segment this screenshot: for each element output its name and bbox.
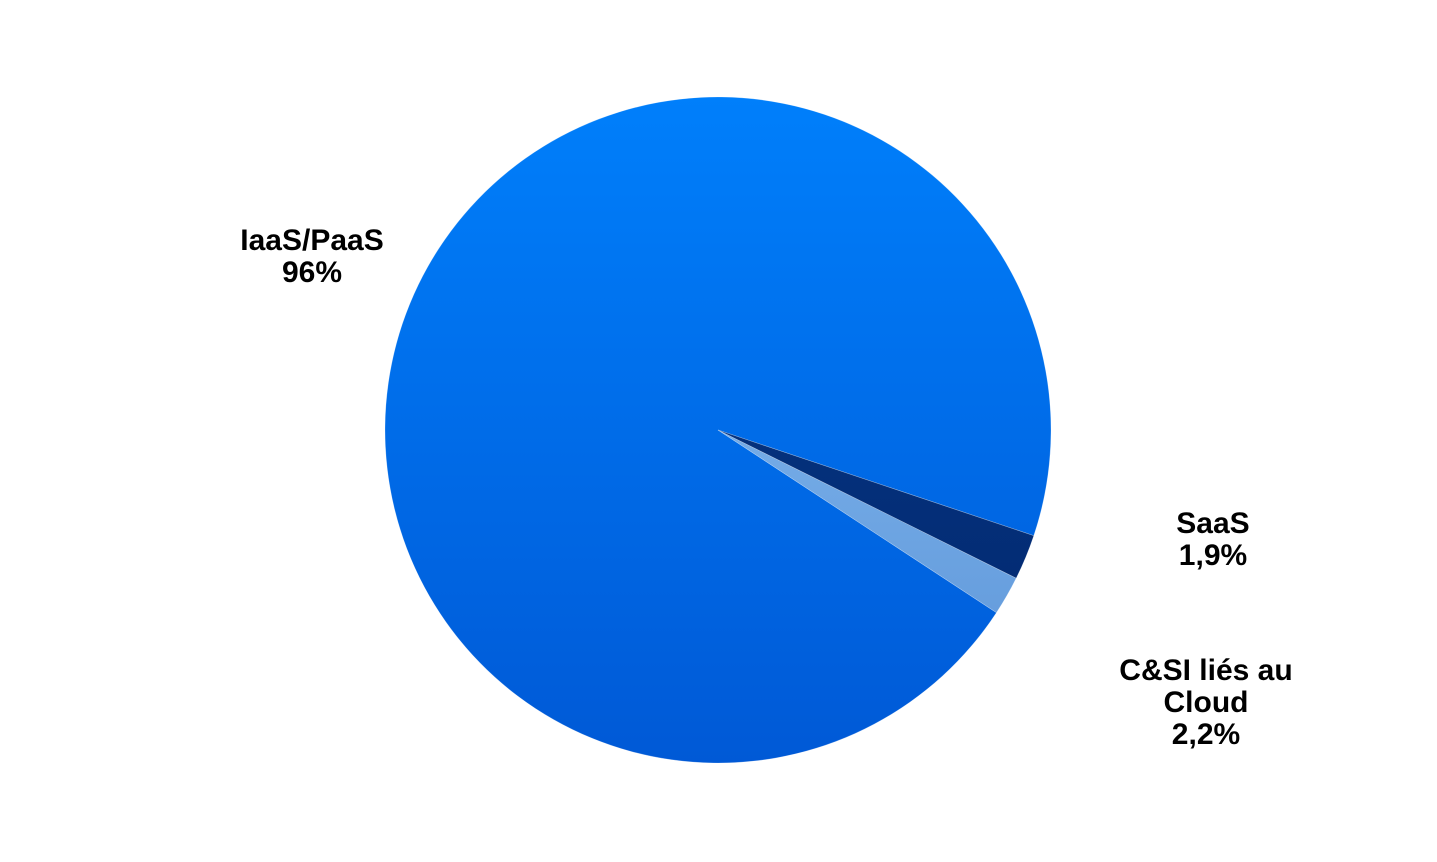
pie-slices xyxy=(384,96,1052,764)
pie-slice-0 xyxy=(384,96,1052,764)
pie-slice-label-2: C&SI liés au Cloud 2,2% xyxy=(1119,654,1292,751)
pie-slice-label-line: Cloud xyxy=(1164,686,1249,719)
pie-slice-label-0: IaaS/PaaS 96% xyxy=(240,224,383,289)
pie-slice-label-line: IaaS/PaaS xyxy=(240,224,383,257)
pie-slice-label-line: 2,2% xyxy=(1172,718,1240,751)
pie-slice-label-line: 96% xyxy=(282,256,342,289)
pie-slice-label-line: C&SI liés au xyxy=(1119,654,1292,687)
pie-slice-2 xyxy=(717,429,1035,579)
pie-slice-1 xyxy=(717,429,1017,614)
pie-slice-label-line: SaaS xyxy=(1176,507,1249,540)
pie-labels: IaaS/PaaS 96% SaaS 1,9% C&SI liés au Cloud 2,2… xyxy=(240,224,1292,751)
pie-slice-label-1: SaaS 1,9% xyxy=(1176,507,1249,572)
pie-slice-label-line: 1,9% xyxy=(1179,539,1247,572)
